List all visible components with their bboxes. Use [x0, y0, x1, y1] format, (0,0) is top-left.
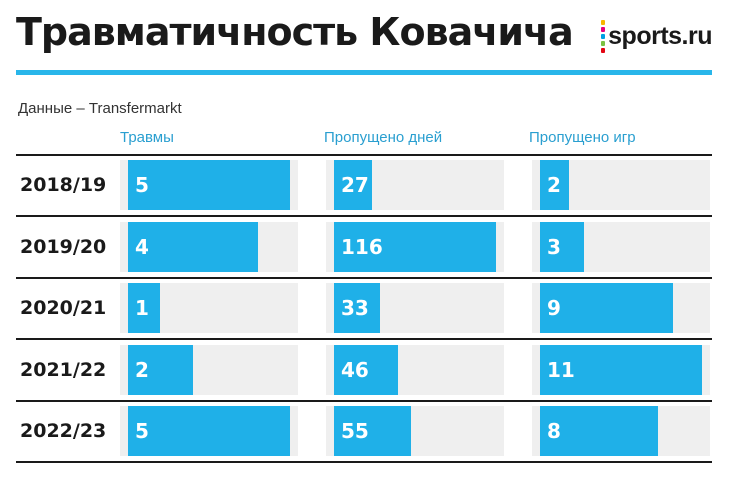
bar — [540, 160, 569, 210]
row-divider — [16, 276, 712, 279]
logo-dot — [601, 20, 606, 25]
bar — [128, 160, 290, 210]
logo-dot — [601, 34, 606, 39]
row-divider — [16, 461, 712, 463]
bar-value-label: 9 — [547, 296, 561, 320]
bar — [540, 344, 702, 395]
bar-value-label: 2 — [135, 357, 149, 382]
bar-value-label: 1 — [135, 296, 149, 320]
season-label: 2022/23 — [20, 420, 107, 442]
bar — [334, 344, 398, 395]
column-header: Пропущено игр — [529, 129, 636, 146]
chart-title: Травматичность Ковачича — [16, 10, 574, 54]
column-header: Пропущено дней — [324, 129, 443, 146]
bar-value-label: 5 — [135, 173, 149, 197]
bar — [334, 221, 496, 272]
bar — [540, 406, 658, 456]
row-divider — [16, 399, 712, 402]
source-note: Данные – Transfermarkt — [18, 100, 182, 117]
logo-text: sports.ru — [608, 22, 712, 50]
bar-value-label: 46 — [341, 357, 369, 382]
bar-value-label: 55 — [341, 419, 369, 443]
bar — [128, 344, 193, 395]
bar — [128, 406, 290, 456]
bar — [334, 406, 411, 456]
season-label: 2020/21 — [20, 297, 107, 319]
column-header: Травмы — [120, 129, 174, 146]
bar-value-label: 33 — [341, 296, 369, 320]
bar — [128, 221, 258, 272]
bar-value-label: 2 — [547, 173, 561, 197]
logo-dot — [601, 41, 606, 46]
season-label: 2018/19 — [20, 174, 107, 196]
bar-value-label: 5 — [135, 419, 149, 443]
bar-value-label: 116 — [341, 234, 383, 259]
bar-value-label: 4 — [135, 234, 149, 259]
row-divider — [16, 154, 712, 156]
bar-value-label: 8 — [547, 419, 561, 443]
bar-value-label: 3 — [547, 234, 561, 259]
logo-dots-icon — [601, 20, 606, 53]
bar — [540, 283, 673, 333]
sports-ru-logo[interactable]: sports.ru — [601, 20, 712, 53]
bar-value-label: 11 — [547, 357, 575, 382]
bar — [334, 283, 380, 333]
logo-dot — [601, 48, 606, 53]
row-divider — [16, 338, 712, 340]
bar — [128, 283, 160, 333]
logo-dot — [601, 27, 606, 32]
bar-value-label: 27 — [341, 173, 369, 197]
bar — [334, 160, 372, 210]
season-label: 2021/22 — [20, 358, 107, 381]
bar — [540, 221, 584, 272]
row-divider — [16, 215, 712, 217]
season-label: 2019/20 — [20, 235, 107, 258]
title-underline — [16, 70, 712, 75]
